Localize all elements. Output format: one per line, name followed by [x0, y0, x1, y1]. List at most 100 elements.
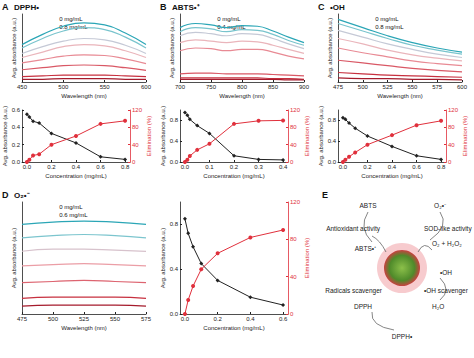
svg-text:550: 550 [407, 84, 418, 90]
svg-text:•OH: •OH [440, 269, 452, 276]
svg-text:0.8 mg/mL: 0.8 mg/mL [375, 24, 404, 30]
svg-text:0.2: 0.2 [363, 164, 372, 170]
svg-text:475: 475 [17, 316, 28, 322]
svg-text:O₂ + H₂O₂: O₂ + H₂O₂ [432, 240, 462, 247]
svg-text:•OH scavenger: •OH scavenger [424, 287, 469, 295]
svg-text:ABTS•⁺: ABTS•⁺ [172, 3, 200, 12]
svg-text:40: 40 [290, 142, 297, 148]
svg-text:Wavelength (nm): Wavelength (nm) [219, 93, 264, 99]
svg-text:525: 525 [79, 316, 90, 322]
svg-text:120: 120 [290, 199, 301, 205]
svg-text:900: 900 [299, 84, 310, 90]
svg-text:Avg. absorbance (a.u.): Avg. absorbance (a.u.) [160, 106, 166, 167]
svg-text:0 mg/mL: 0 mg/mL [59, 16, 83, 22]
svg-text:Concentration (mg/mL): Concentration (mg/mL) [203, 325, 264, 331]
svg-text:Concentration (mg/mL): Concentration (mg/mL) [361, 173, 422, 179]
svg-text:500: 500 [358, 84, 369, 90]
svg-text:550: 550 [100, 84, 111, 90]
svg-text:Avg. absorbance (a.u.): Avg. absorbance (a.u.) [160, 228, 166, 289]
svg-text:SOD-like activity: SOD-like activity [424, 225, 472, 233]
svg-text:Avg. absorbance (a.u.): Avg. absorbance (a.u.) [11, 228, 17, 289]
svg-text:600: 600 [457, 84, 468, 90]
svg-text:0: 0 [132, 159, 136, 165]
svg-text:80: 80 [290, 124, 297, 130]
svg-text:0.0: 0.0 [170, 159, 179, 165]
svg-text:450: 450 [17, 84, 28, 90]
svg-text:0.0: 0.0 [12, 159, 21, 165]
svg-text:0.0: 0.0 [181, 316, 190, 322]
svg-text:0.8: 0.8 [170, 221, 179, 227]
svg-text:0.4: 0.4 [170, 138, 179, 144]
svg-text:0.0: 0.0 [328, 159, 337, 165]
svg-text:E: E [322, 190, 328, 200]
svg-text:40: 40 [448, 142, 455, 148]
svg-text:0.4: 0.4 [328, 138, 337, 144]
svg-text:Radicals scavenger: Radicals scavenger [325, 287, 383, 295]
svg-text:0.8: 0.8 [328, 117, 337, 123]
svg-text:0.2: 0.2 [213, 316, 222, 322]
svg-text:Avg. absorbance (a.u.): Avg. absorbance (a.u.) [318, 106, 324, 167]
svg-text:0: 0 [448, 159, 452, 165]
svg-text:B: B [160, 2, 167, 12]
svg-text:0.2: 0.2 [47, 164, 56, 170]
svg-text:0.4: 0.4 [388, 164, 397, 170]
svg-text:0.8: 0.8 [170, 117, 179, 123]
svg-text:0.4: 0.4 [12, 124, 21, 130]
svg-text:575: 575 [141, 316, 152, 322]
svg-text:•OH: •OH [330, 3, 345, 12]
svg-text:40: 40 [132, 142, 139, 148]
svg-text:120: 120 [132, 107, 143, 113]
svg-text:80: 80 [290, 236, 297, 242]
svg-text:0.8 mg/mL: 0.8 mg/mL [59, 24, 88, 30]
svg-text:750: 750 [206, 84, 217, 90]
svg-text:0.6: 0.6 [12, 107, 21, 113]
svg-text:C: C [318, 2, 325, 12]
svg-text:DPPH: DPPH [354, 303, 372, 310]
svg-text:700: 700 [175, 84, 186, 90]
svg-text:0.2: 0.2 [12, 142, 21, 148]
svg-text:0: 0 [290, 311, 294, 317]
svg-text:0.8: 0.8 [437, 164, 446, 170]
svg-text:0.1: 0.1 [205, 164, 214, 170]
svg-text:Wavelength (nm): Wavelength (nm) [377, 93, 422, 99]
svg-text:Avg. absorbance (a.u.): Avg. absorbance (a.u.) [327, 18, 333, 79]
svg-text:Concentration (mg/mL): Concentration (mg/mL) [45, 173, 106, 179]
svg-text:Wavelength (nm): Wavelength (nm) [61, 325, 106, 331]
svg-text:ABTS: ABTS [360, 202, 378, 209]
svg-text:40: 40 [290, 274, 297, 280]
svg-text:Elimination (%): Elimination (%) [304, 238, 310, 278]
svg-text:575: 575 [432, 84, 443, 90]
svg-text:0.4: 0.4 [279, 164, 288, 170]
svg-text:0.0: 0.0 [23, 164, 32, 170]
svg-text:0.4: 0.4 [246, 316, 255, 322]
svg-text:H₂O: H₂O [432, 303, 444, 310]
svg-text:D: D [2, 190, 9, 200]
svg-text:800: 800 [237, 84, 248, 90]
svg-text:Antioxidant activity: Antioxidant activity [326, 225, 381, 233]
svg-text:0: 0 [290, 159, 294, 165]
svg-text:0 mg/mL: 0 mg/mL [375, 16, 399, 22]
svg-text:Concentration (mg/mL): Concentration (mg/mL) [203, 173, 264, 179]
svg-text:ABTS•⁺: ABTS•⁺ [355, 245, 376, 252]
svg-text:525: 525 [383, 84, 394, 90]
svg-text:0 mg/mL: 0 mg/mL [59, 204, 83, 210]
svg-text:475: 475 [333, 84, 344, 90]
svg-text:850: 850 [268, 84, 279, 90]
svg-text:0.0: 0.0 [170, 311, 179, 317]
svg-text:0.4: 0.4 [72, 164, 81, 170]
svg-text:600: 600 [141, 84, 152, 90]
svg-text:Elimination (%): Elimination (%) [304, 116, 310, 156]
svg-text:Elimination (%): Elimination (%) [462, 116, 468, 156]
svg-text:0.3: 0.3 [254, 164, 263, 170]
svg-text:80: 80 [448, 124, 455, 130]
svg-text:0.0: 0.0 [181, 164, 190, 170]
svg-text:500: 500 [58, 84, 69, 90]
svg-text:0.4: 0.4 [170, 266, 179, 272]
svg-text:DPPH•: DPPH• [392, 333, 413, 340]
svg-text:80: 80 [132, 124, 139, 130]
svg-text:500: 500 [48, 316, 59, 322]
svg-text:0 mg/mL: 0 mg/mL [217, 16, 241, 22]
svg-text:Avg. absorbance (a.u.): Avg. absorbance (a.u.) [2, 106, 8, 167]
svg-text:0.6: 0.6 [96, 164, 105, 170]
svg-text:0.0: 0.0 [339, 164, 348, 170]
